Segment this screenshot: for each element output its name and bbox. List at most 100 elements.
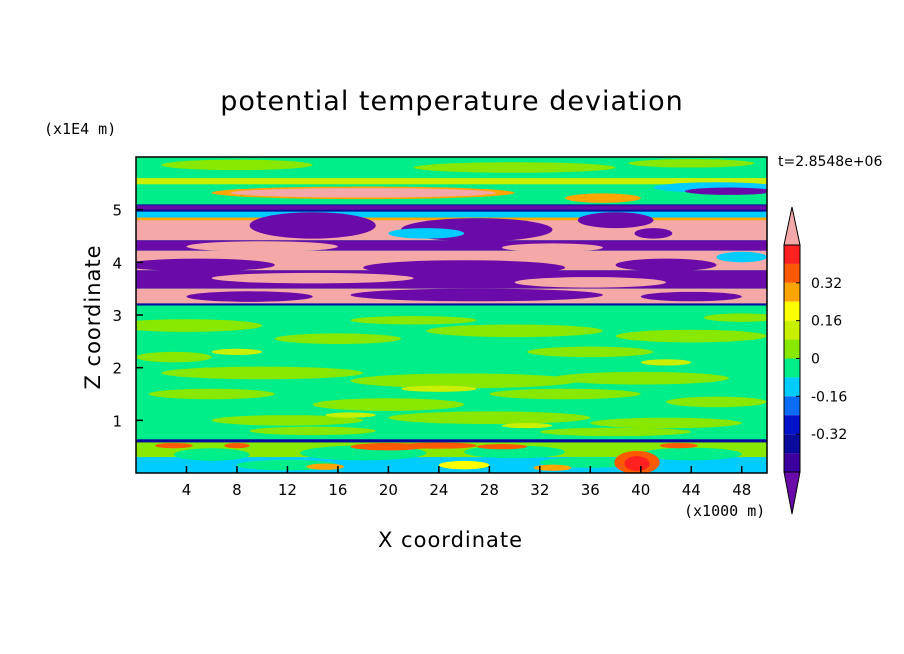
contour-patch bbox=[211, 272, 414, 284]
y-tick-label: 4 bbox=[112, 254, 122, 272]
x-tick-label: 40 bbox=[631, 481, 650, 499]
chart-title: potential temperature deviation bbox=[220, 86, 684, 117]
contour-patch bbox=[624, 456, 650, 471]
contour-patch bbox=[539, 427, 692, 437]
contour-band bbox=[136, 240, 767, 251]
contour-patch bbox=[426, 324, 603, 338]
contour-patch bbox=[249, 426, 376, 436]
contour-patch bbox=[438, 460, 490, 470]
contour-patch bbox=[350, 316, 477, 325]
colorbar-segment bbox=[784, 415, 800, 435]
contour-patch bbox=[306, 463, 345, 470]
x-axis-unit: (x1000 m) bbox=[684, 502, 766, 520]
contour-patch bbox=[211, 348, 263, 356]
contour-patch bbox=[413, 162, 616, 173]
contour-patch bbox=[388, 228, 465, 239]
contour-band bbox=[136, 211, 767, 218]
time-label: t=2.8548e+06 bbox=[778, 154, 883, 170]
contour-band bbox=[136, 178, 767, 185]
x-tick-label: 4 bbox=[182, 481, 192, 499]
contour-patch bbox=[514, 277, 667, 288]
contour-patch bbox=[640, 291, 742, 302]
x-tick-label: 36 bbox=[581, 481, 600, 499]
x-axis: 4 8 12 16 20 24 28 32 36 40 44 48 bbox=[182, 466, 751, 499]
colorbar-segment bbox=[784, 453, 800, 472]
contour-patch bbox=[401, 385, 477, 392]
colorbar-segment bbox=[784, 263, 800, 283]
contour-patch bbox=[533, 464, 572, 471]
contour-patch bbox=[350, 288, 603, 302]
x-tick-label: 16 bbox=[328, 481, 347, 499]
x-tick-label: 48 bbox=[732, 481, 751, 499]
x-tick-label: 24 bbox=[429, 481, 448, 499]
colorbar-segment bbox=[784, 339, 800, 359]
y-tick-label: 3 bbox=[112, 307, 122, 325]
contour-patch bbox=[476, 444, 528, 450]
contour-patch bbox=[615, 258, 717, 272]
contour-band bbox=[136, 439, 767, 443]
contour-patch bbox=[136, 258, 275, 272]
contour-patch bbox=[401, 442, 477, 449]
colorbar-segment bbox=[784, 320, 800, 340]
contour-patch bbox=[552, 371, 730, 385]
contour-band bbox=[136, 303, 767, 306]
y-axis: 1 2 3 4 5 bbox=[112, 202, 143, 430]
x-tick-label: 8 bbox=[232, 481, 242, 499]
contour-patch bbox=[565, 193, 641, 203]
colorbar-tick-label: -0.16 bbox=[811, 389, 847, 405]
colorbar-segment bbox=[784, 358, 800, 378]
contour-field bbox=[136, 157, 767, 473]
colorbar-arrow-top bbox=[783, 206, 801, 246]
contour-patch bbox=[659, 442, 698, 449]
contour-patch bbox=[148, 388, 275, 400]
y-tick-label: 5 bbox=[112, 202, 122, 220]
contour-patch bbox=[161, 159, 313, 171]
colorbar-tick-label: 0.32 bbox=[811, 276, 842, 292]
contour-patch bbox=[161, 366, 364, 380]
x-tick-label: 12 bbox=[278, 481, 297, 499]
contour-patch bbox=[274, 333, 402, 344]
contour-patch bbox=[489, 388, 641, 400]
contour-patch bbox=[173, 448, 250, 461]
y-tick-label: 2 bbox=[112, 360, 122, 378]
colorbar-segment bbox=[784, 282, 800, 302]
contour-patch bbox=[615, 329, 767, 343]
colorbar: 0.32 0.16 0 -0.16 -0.32 bbox=[783, 206, 847, 515]
contour-patch bbox=[634, 228, 673, 239]
contour-patch bbox=[136, 319, 263, 332]
contour-patch bbox=[501, 243, 603, 252]
contour-patch bbox=[640, 359, 692, 366]
x-tick-label: 20 bbox=[379, 481, 398, 499]
x-tick-label: 44 bbox=[682, 481, 701, 499]
contour-patch bbox=[350, 373, 578, 389]
contour-patch bbox=[501, 422, 553, 429]
contour-patch bbox=[640, 447, 742, 461]
colorbar-tick-label: -0.32 bbox=[811, 427, 847, 443]
contour-band bbox=[136, 205, 767, 210]
contour-patch bbox=[703, 313, 767, 322]
x-tick-label: 32 bbox=[530, 481, 549, 499]
contour-patch bbox=[684, 187, 767, 195]
contour-patch bbox=[249, 212, 376, 239]
contour-patch bbox=[186, 241, 338, 252]
contour-patch bbox=[211, 415, 364, 426]
colorbar-tick-label: 0 bbox=[811, 352, 820, 368]
contour-patch bbox=[716, 251, 767, 263]
contour-patch bbox=[527, 346, 654, 358]
contour-band bbox=[136, 442, 767, 458]
contour-patch bbox=[154, 442, 193, 449]
colorbar-arrow-bottom bbox=[783, 471, 801, 515]
contour-patch bbox=[388, 411, 591, 425]
contour-patch bbox=[186, 291, 313, 302]
contour-patch bbox=[224, 442, 250, 449]
y-tick-label: 1 bbox=[112, 412, 122, 430]
contour-patch bbox=[325, 412, 376, 418]
x-axis-label: X coordinate bbox=[378, 528, 524, 552]
colorbar-segment bbox=[784, 434, 800, 454]
contour-patch bbox=[230, 188, 496, 198]
colorbar-segment bbox=[784, 301, 800, 321]
colorbar-segment bbox=[784, 377, 800, 397]
colorbar-tick-label: 0.16 bbox=[811, 314, 842, 330]
contour-patch bbox=[666, 396, 767, 408]
